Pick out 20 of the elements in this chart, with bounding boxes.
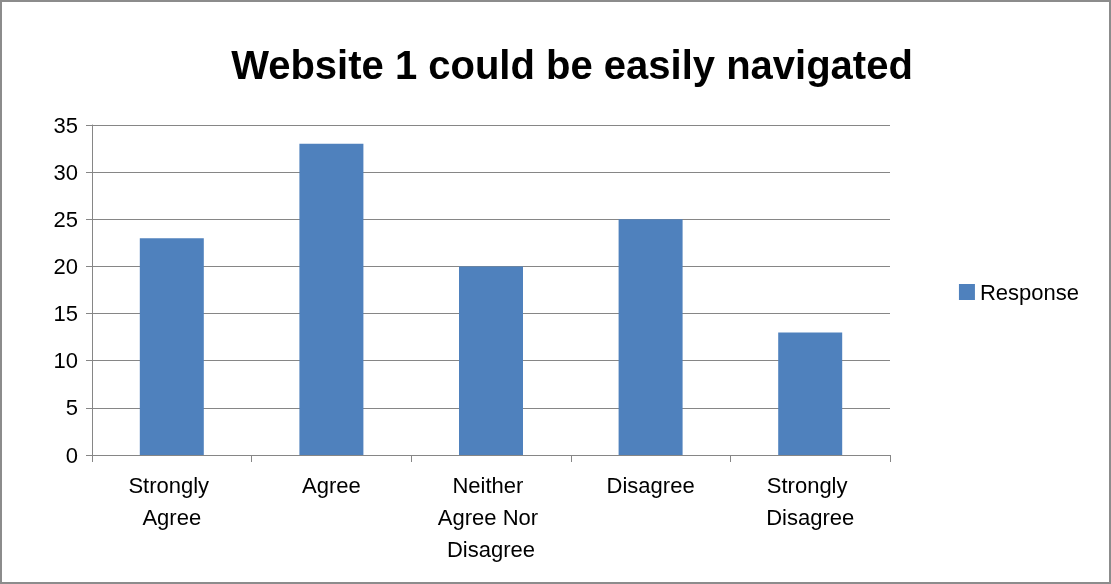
bar xyxy=(139,238,204,455)
y-tick-label: 35 xyxy=(53,112,78,138)
y-tick-label: 30 xyxy=(53,159,78,185)
y-tick-label: 0 xyxy=(65,442,78,468)
x-tick-label: Neither Agree Nor Disagree xyxy=(437,472,545,562)
legend-label: Response xyxy=(979,279,1080,305)
bar xyxy=(778,332,843,455)
bar xyxy=(299,143,364,455)
y-tick-label: 25 xyxy=(53,206,78,232)
bar xyxy=(618,219,683,455)
x-tick-label: Strongly Agree xyxy=(128,472,216,530)
y-tick-label: 20 xyxy=(53,253,78,279)
x-tick-label: Agree xyxy=(302,472,361,498)
chart-title: Website 1 could be easily navigated xyxy=(231,43,913,87)
x-tick-label: Disagree xyxy=(606,472,695,498)
x-tick-label: Strongly Disagree xyxy=(766,472,855,530)
y-tick-label: 15 xyxy=(53,301,78,327)
y-tick-label: 10 xyxy=(53,348,78,374)
y-tick-label: 5 xyxy=(65,395,78,421)
bar xyxy=(459,266,523,455)
